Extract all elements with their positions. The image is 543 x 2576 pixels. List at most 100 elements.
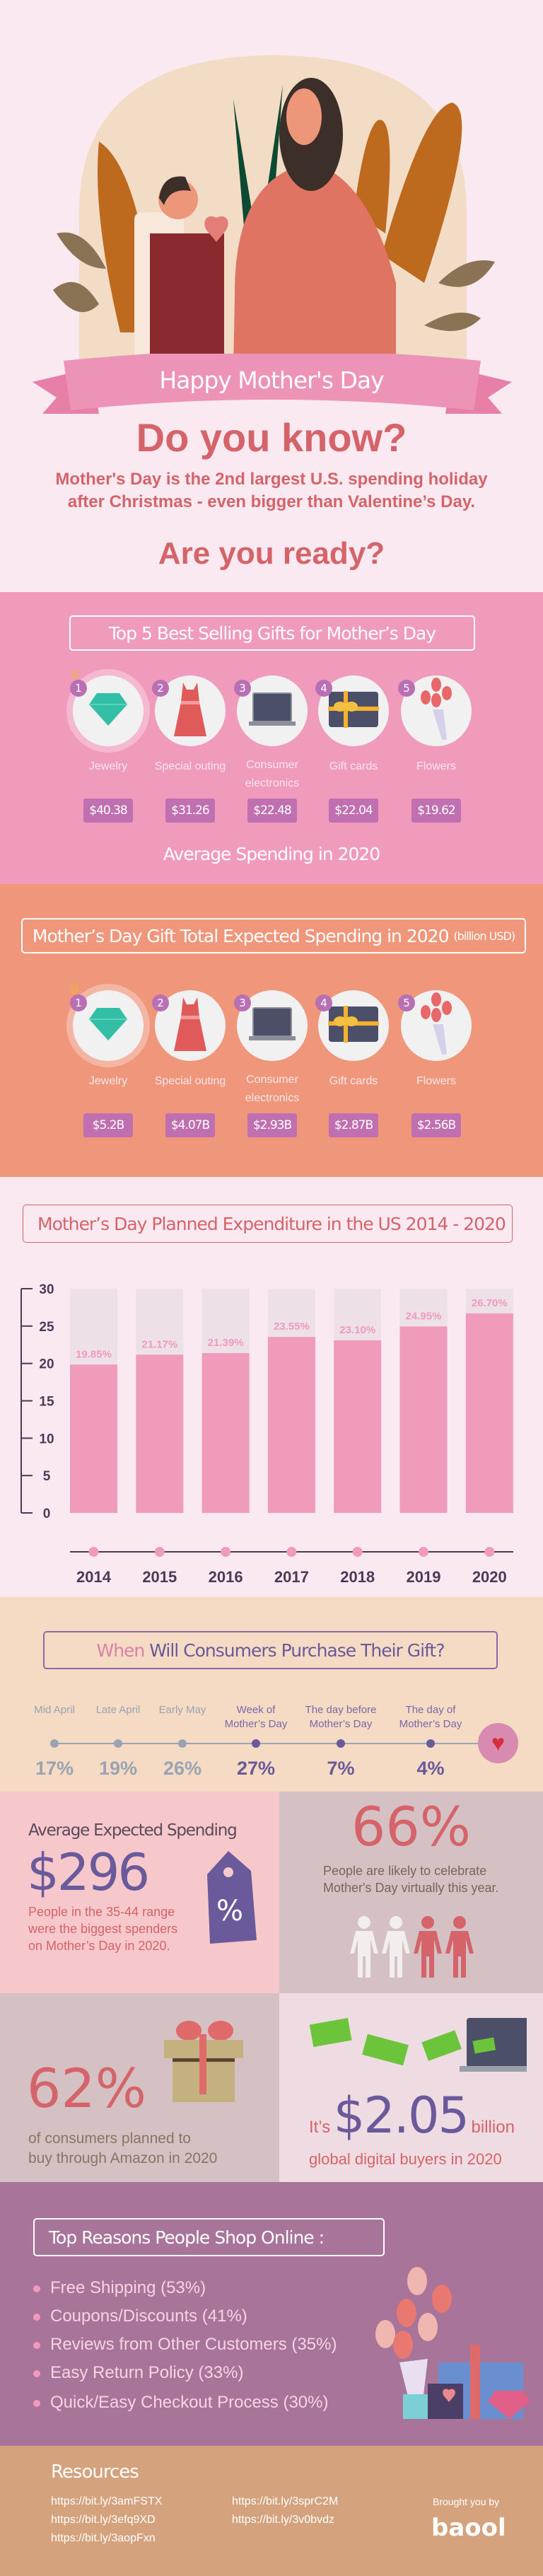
timing-point: The day of Mother’s Day 4% [388,1703,473,1780]
timing-title: When Will Consumers Purchase Their Gift? [43,1631,498,1669]
avg-value: $296 [27,1843,150,1902]
timing-label: Mid April [12,1703,97,1731]
svg-text:%: % [216,1895,243,1927]
resource-link[interactable]: https://bit.ly/3sprC2M [232,2495,339,2507]
bar [399,1326,448,1513]
virtual-note-line: Mother's Day virtually this year. [323,1881,499,1895]
heart-icon: ♥ [491,1730,505,1756]
x-category-label: 2015 [142,1568,177,1586]
gift-value: $22.48 [247,799,297,823]
bar [70,1364,117,1513]
gift-icon-circle: 4 [315,990,389,1061]
x-category-label: 2014 [76,1568,112,1586]
ribbon-text: Happy Mother's Day [159,366,384,394]
gift-card-icon [328,690,379,731]
timing-dot [50,1739,59,1748]
timing-value: 7% [327,1758,355,1779]
timing-label-line: Week of [236,1704,276,1716]
total-spending-title: Mother’s Day Gift Total Expected Spendin… [21,918,526,953]
x-category-label: 2019 [407,1568,441,1586]
resource-link[interactable]: https://bit.ly/3amFSTX [51,2495,163,2507]
timing-label-line: The day before [305,1704,377,1716]
credit-text: Brought you by [433,2496,500,2507]
reason-item: Reviews from Other Customers (35%) [33,2335,337,2355]
mother-child-illustration [53,55,495,368]
avg-spending-panel: Average Expected Spending $296 People in… [0,1792,279,1993]
digital-suffix: billion [471,2118,515,2137]
reason-item: Free Shipping (53%) [33,2278,206,2298]
expenditure-chart-section: Mother’s Day Planned Expenditure in the … [0,1177,543,1597]
rank-badge: 5 [398,680,415,697]
gift-icon-circle: 3 [234,675,308,746]
avg-note-line: were the biggest spenders [28,1922,178,1936]
bar [202,1352,250,1513]
money-laptop-icon [309,2018,527,2072]
total-spending-unit: (billion USD) [453,929,515,943]
gift-item: 5 Flowers $19.62 [395,675,477,823]
virtual-note-line: People are likely to celebrate [323,1864,487,1878]
y-tick-label: 0 [43,1507,51,1521]
resource-link[interactable]: https://bit.ly/3aopFxn [51,2532,156,2544]
rank-badge: 5 [398,994,415,1011]
timing-dot [178,1739,187,1748]
gift-item: ♕ 1 Jewelry $5.2B [67,982,149,1137]
people-icon [350,1916,474,1978]
laptop-icon [249,692,296,731]
rank-badge: 3 [234,994,251,1011]
gift-icon-circle: 3 [234,990,308,1061]
timing-title-highlight: When [96,1640,145,1661]
digital-note: global digital buyers in 2020 [309,2150,502,2168]
timing-label-line: Early May [158,1704,206,1716]
avg-title: Average Expected Spending [28,1821,238,1840]
gift-label: Consumer electronics [245,759,300,789]
top-gifts-footer: Average Spending in 2020 [163,844,380,864]
timing-point: The day before Mother’s Day 7% [298,1703,383,1780]
timing-point: Week of Mother’s Day 27% [214,1703,298,1780]
bar-data-label: 24.95% [406,1310,442,1322]
resource-link[interactable]: https://bit.ly/3v0bvdz [232,2514,334,2526]
bar-data-label: 26.70% [472,1297,508,1309]
amazon-note-line: of consumers planned to [28,2130,191,2147]
timing-point: Mid April 17% [12,1703,97,1780]
gift-value: $31.26 [165,799,215,823]
timeline-dot [484,1547,495,1557]
hero-section: Happy Mother's Day Do you know? Mother's… [0,0,543,592]
bar [136,1354,184,1513]
timing-label: Early May [140,1703,225,1731]
timing-label-line: Mother’s Day [399,1718,462,1730]
gift-icon-circle: 4 [315,675,389,746]
total-spending-title-text: Mother’s Day Gift Total Expected Spendin… [32,925,450,946]
timing-label-line: Late April [95,1704,141,1716]
timeline-dot [286,1547,297,1557]
gift-label: Flowers [416,760,456,772]
resource-link[interactable]: https://bit.ly/3efq9XD [51,2514,156,2526]
timing-dot [252,1739,260,1748]
fact-line-1: Mother's Day is the 2nd largest U.S. spe… [55,470,488,489]
amazon-note: of consumers planned to buy through Amaz… [28,2129,217,2169]
timing-label: Week of Mother’s Day [214,1703,298,1731]
bar [334,1340,382,1513]
reasons-title: Top Reasons People Shop Online : [33,2218,385,2256]
timing-dot [114,1739,122,1748]
gift-icon-circle: 2 [152,675,226,746]
gift-label: Jewelry [88,1075,128,1087]
digital-panel: It’s $2.05 billion global digital buyers… [279,1993,543,2182]
gift-item: 4 Gift cards $22.04 [313,675,395,823]
timing-dot [426,1739,435,1748]
gift-value: $2.93B [247,1113,297,1137]
purchase-timing-section: When Will Consumers Purchase Their Gift?… [0,1597,543,1792]
rank-badge: 1 [70,680,87,697]
x-category-label: 2020 [472,1568,507,1586]
bar-data-label: 19.85% [76,1348,112,1360]
x-category-label: 2018 [340,1568,375,1586]
reason-item: Coupons/Discounts (41%) [33,2307,247,2326]
amazon-panel: 62% of consumers planned to buy through … [0,1993,279,2182]
x-category-label: 2017 [274,1568,309,1586]
timing-value: 4% [416,1758,445,1779]
bar-data-label: 23.55% [274,1321,310,1333]
timeline-line [54,1743,486,1744]
gift-value: $19.62 [411,799,461,823]
rank-badge: 2 [152,680,169,697]
amazon-value: 62% [27,2057,146,2120]
y-tick-label: 10 [39,1432,54,1446]
